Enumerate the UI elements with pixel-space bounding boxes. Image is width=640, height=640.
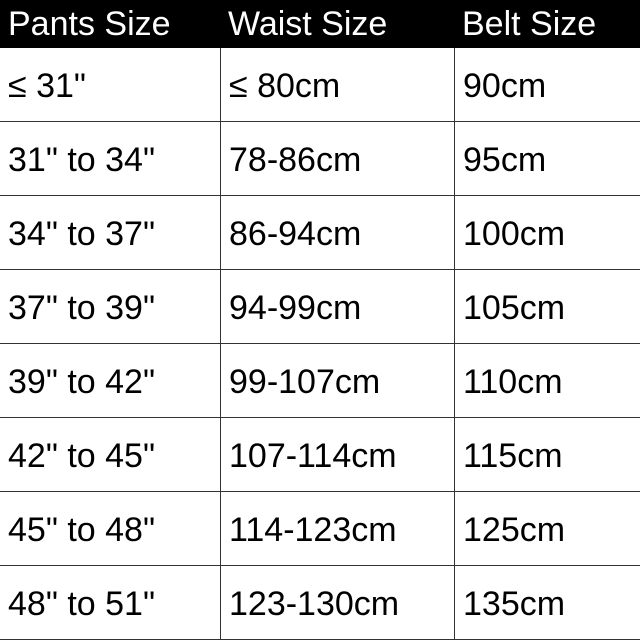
table-cell: 90cm	[454, 48, 640, 121]
table-row: 42" to 45" 107-114cm 115cm	[0, 418, 640, 492]
header-cell: Pants Size	[8, 4, 171, 43]
table-row: 37" to 39" 94-99cm 105cm	[0, 270, 640, 344]
table-row: 34" to 37" 86-94cm 100cm	[0, 196, 640, 270]
table-cell: 34" to 37"	[8, 215, 156, 253]
table-cell: ≤ 31"	[8, 67, 86, 105]
table-cell: 95cm	[454, 122, 640, 195]
table-cell: 86-94cm	[220, 196, 454, 269]
table-cell: 100cm	[454, 196, 640, 269]
table-cell: 114-123cm	[220, 492, 454, 565]
table-cell: 94-99cm	[220, 270, 454, 343]
header-row: Pants Size Waist Size Belt Size	[0, 0, 640, 48]
table-cell: 31" to 34"	[8, 141, 156, 179]
table-cell: 110cm	[454, 344, 640, 417]
table-cell: 39" to 42"	[8, 363, 156, 401]
table-row: 31" to 34" 78-86cm 95cm	[0, 122, 640, 196]
header-cell: Belt Size	[462, 4, 597, 43]
table-row: 48" to 51" 123-130cm 135cm	[0, 566, 640, 640]
header-cell: Waist Size	[228, 4, 388, 43]
table-row: ≤ 31" ≤ 80cm 90cm	[0, 48, 640, 122]
table-cell: 45" to 48"	[8, 511, 156, 549]
table-row: 45" to 48" 114-123cm 125cm	[0, 492, 640, 566]
table-cell: 48" to 51"	[8, 585, 156, 623]
table-cell: 135cm	[454, 566, 640, 639]
table-cell: 115cm	[454, 418, 640, 491]
table-cell: 42" to 45"	[8, 437, 156, 475]
table-cell: 107-114cm	[220, 418, 454, 491]
table-row: 39" to 42" 99-107cm 110cm	[0, 344, 640, 418]
table-cell: 78-86cm	[220, 122, 454, 195]
table-cell: ≤ 80cm	[220, 48, 454, 121]
table-cell: 125cm	[454, 492, 640, 565]
table-cell: 105cm	[454, 270, 640, 343]
table-cell: 123-130cm	[220, 566, 454, 639]
table-cell: 99-107cm	[220, 344, 454, 417]
table-cell: 37" to 39"	[8, 289, 156, 327]
